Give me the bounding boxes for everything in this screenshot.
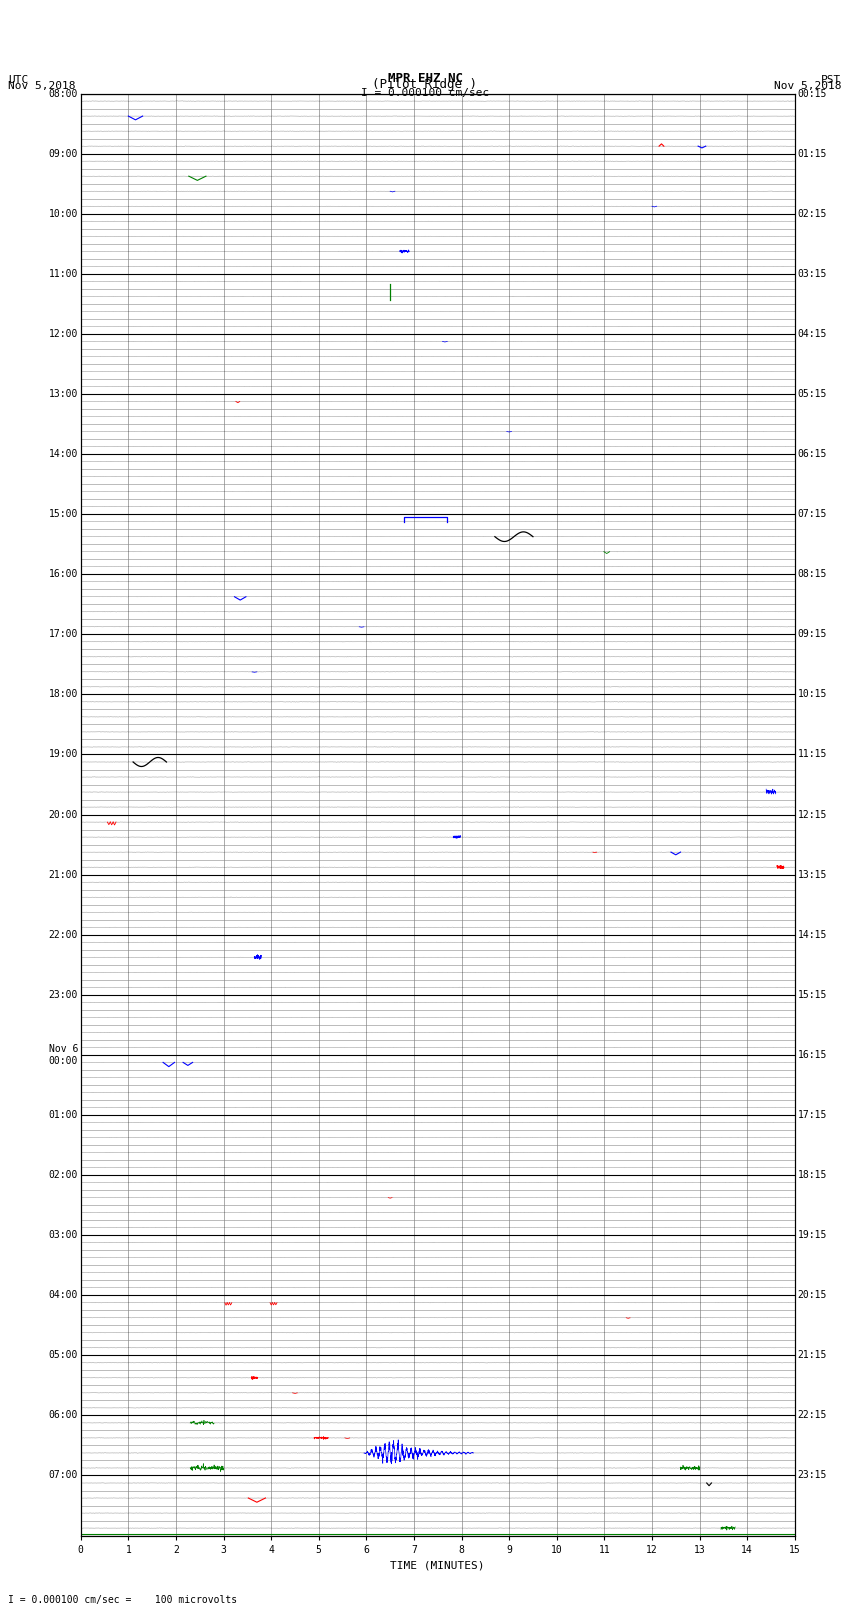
Text: Nov 5,2018: Nov 5,2018 — [8, 81, 76, 90]
Text: I = 0.000100 cm/sec: I = 0.000100 cm/sec — [361, 87, 489, 97]
Text: Nov 5,2018: Nov 5,2018 — [774, 81, 842, 90]
Text: PST: PST — [821, 74, 842, 84]
X-axis label: TIME (MINUTES): TIME (MINUTES) — [390, 1560, 485, 1569]
Text: UTC: UTC — [8, 74, 29, 84]
Text: MPR EHZ NC: MPR EHZ NC — [388, 71, 462, 84]
Text: I = 0.000100 cm/sec =    100 microvolts: I = 0.000100 cm/sec = 100 microvolts — [8, 1595, 238, 1605]
Text: (Pilot Ridge ): (Pilot Ridge ) — [372, 77, 478, 90]
